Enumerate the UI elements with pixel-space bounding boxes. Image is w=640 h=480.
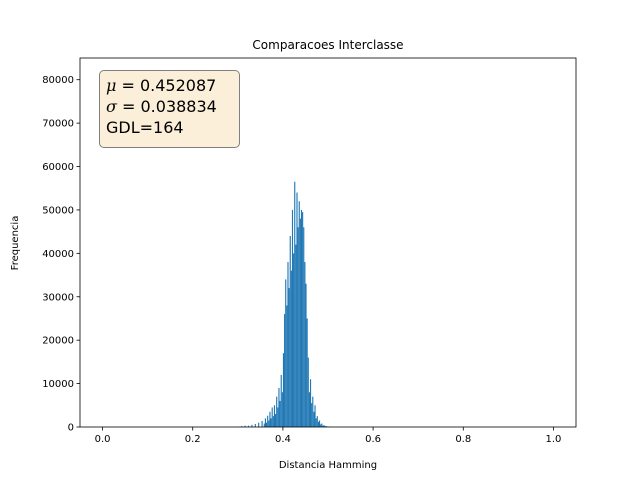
histogram-bar — [293, 253, 295, 427]
mu-symbol: μ — [106, 76, 117, 95]
histogram-bar — [303, 227, 305, 427]
histogram-bar — [251, 424, 253, 427]
x-tick-label: 0.8 — [455, 434, 471, 445]
histogram-bar — [314, 405, 316, 427]
x-tick-label: 0.6 — [365, 434, 381, 445]
histogram-bar — [306, 318, 308, 427]
histogram-bar — [300, 209, 303, 427]
histogram-bar — [284, 314, 286, 427]
x-tick-label: 0.0 — [95, 434, 111, 445]
plot-frame — [79, 57, 577, 428]
y-axis-label: Frequencia — [10, 216, 21, 271]
histogram-bar — [320, 424, 322, 427]
histogram-bar — [276, 396, 278, 427]
mean-line: μ = 0.452087 — [106, 75, 239, 96]
std-value: = 0.038834 — [116, 97, 217, 116]
y-axis-ticks: 0 10000 20000 30000 40000 50000 60000 70000 8000… — [42, 75, 80, 434]
histogram-bar — [288, 288, 290, 427]
histogram-bar — [272, 416, 274, 427]
x-tick-label: 0.2 — [185, 434, 201, 445]
histogram-bar — [281, 392, 283, 427]
histogram-bar — [315, 418, 317, 427]
histogram-bar — [275, 413, 277, 427]
histogram-bar — [291, 209, 294, 427]
x-tick-label: 0.4 — [275, 434, 291, 445]
gdl-line: GDL=164 — [106, 118, 184, 137]
histogram-bar — [295, 244, 297, 427]
histogram-bar — [304, 262, 306, 427]
histogram-bar — [269, 411, 271, 427]
histogram-bars — [237, 181, 334, 427]
histogram-bar — [247, 425, 250, 427]
histogram-bar — [305, 283, 307, 427]
y-tick-label: 50000 — [42, 205, 74, 216]
x-axis-label: Distancia Hamming — [279, 460, 377, 471]
mean-value: = 0.452087 — [116, 76, 217, 95]
y-tick-label: 10000 — [42, 379, 74, 390]
histogram-bar — [270, 418, 272, 427]
histogram-bar — [318, 420, 321, 427]
histogram-bar — [298, 201, 300, 427]
stats-box: μ = 0.452087 σ = 0.038834 GDL=164 — [99, 70, 240, 148]
histogram-bar — [268, 420, 270, 427]
histogram-bar — [312, 396, 314, 427]
sigma-symbol: σ — [106, 97, 117, 116]
y-tick-label: 0 — [68, 423, 74, 434]
histogram-bar — [325, 426, 327, 427]
histogram-bar — [313, 411, 315, 427]
histogram-bar — [266, 422, 268, 427]
histogram-bar — [277, 407, 279, 427]
chart-title: Comparacoes Interclasse — [252, 38, 403, 52]
histogram-bar — [316, 416, 318, 427]
histogram-bar — [321, 423, 323, 427]
histogram-bar — [258, 422, 260, 427]
histogram-bar — [271, 407, 273, 427]
histogram-bar — [282, 353, 285, 427]
histogram-bar — [285, 279, 287, 427]
histogram-bar — [286, 305, 288, 427]
histogram-bar — [323, 425, 325, 427]
histogram-bar — [264, 418, 266, 427]
histogram-bar — [278, 387, 280, 427]
histogram-bar — [244, 425, 246, 427]
histogram-bar — [289, 235, 291, 427]
histogram-bar — [287, 262, 289, 427]
histogram-bar — [263, 423, 265, 427]
histogram-bar — [267, 415, 269, 427]
histogram-bar — [297, 227, 299, 427]
x-tick-label: 1.0 — [546, 434, 562, 445]
y-tick-label: 80000 — [42, 75, 74, 86]
histogram-bar — [294, 181, 296, 427]
y-tick-label: 20000 — [42, 336, 74, 347]
y-tick-label: 70000 — [42, 119, 74, 130]
std-line: σ = 0.038834 — [106, 96, 239, 117]
histogram-bar — [299, 218, 301, 427]
histogram-bar — [296, 192, 298, 427]
histogram-bar — [308, 392, 310, 427]
histogram-bar — [280, 374, 282, 427]
histogram-bar — [254, 423, 256, 427]
histogram-bar — [279, 400, 281, 427]
histogram-bar — [290, 270, 292, 427]
histogram-bar — [307, 357, 309, 427]
y-tick-label: 30000 — [42, 292, 74, 303]
histogram-bar — [241, 426, 243, 427]
histogram-bar — [324, 426, 326, 427]
histogram-bar — [302, 212, 304, 427]
histogram-bar — [309, 379, 312, 427]
histogram-bar — [311, 403, 313, 427]
y-tick-label: 40000 — [42, 249, 74, 260]
y-tick-label: 60000 — [42, 162, 74, 173]
histogram-bar — [273, 405, 276, 427]
histogram-bar — [322, 425, 324, 427]
histogram-bar — [317, 421, 319, 427]
histogram-bar — [261, 420, 263, 427]
x-axis-ticks: 0.0 0.2 0.4 0.6 0.8 1.0 — [95, 427, 562, 445]
